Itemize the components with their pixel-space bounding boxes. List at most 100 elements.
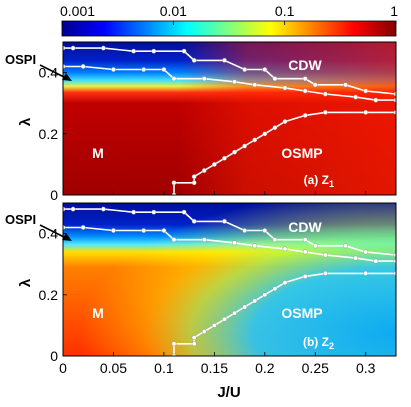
- boundary-point-upper: [222, 57, 227, 63]
- panel-b-ospi-arrow: [39, 224, 72, 241]
- panel-a-region-osmp: OSMP: [281, 145, 322, 161]
- boundary-point-upper: [131, 48, 137, 54]
- panel-a-ylabel: λ: [17, 117, 34, 126]
- boundary-point-lower: [373, 258, 379, 264]
- boundary-point-upper: [312, 82, 318, 88]
- x-tick-label: 0.05: [100, 360, 127, 376]
- panel-b-boundaries: [63, 206, 396, 356]
- boundary-point-lower: [141, 67, 147, 72]
- boundary-point-upper: [343, 243, 348, 249]
- boundary-point-upper: [242, 228, 248, 233]
- boundary-point-upper: [100, 206, 106, 212]
- boundary-point-osmp: [363, 270, 369, 276]
- panel-a-region-m: M: [92, 145, 104, 161]
- boundary-point-lower: [171, 237, 177, 243]
- colorbar-tick-label: 0.01: [160, 3, 187, 19]
- boundary-point-lower: [161, 228, 167, 233]
- colorbar: 0.001 0.01 0.1 1: [60, 3, 398, 37]
- y-tick-label: 0: [50, 348, 58, 364]
- boundary-point-lower: [353, 255, 359, 261]
- boundary-point-lower: [141, 228, 147, 233]
- boundary-point-lower: [322, 252, 328, 258]
- y-tick-label: 0: [50, 187, 58, 203]
- y-tick-label: 0.2: [39, 287, 59, 303]
- boundary-point-osmp: [222, 316, 227, 322]
- x-tick-label: 0.15: [201, 360, 228, 376]
- boundary-point-upper: [262, 228, 268, 233]
- boundary-point-osmp: [191, 180, 197, 186]
- boundary-point-lower: [80, 225, 86, 230]
- boundary-point-lower: [282, 85, 288, 91]
- panel-b-ylabel: λ: [17, 278, 34, 287]
- boundary-point-lower: [161, 67, 167, 72]
- panel-b-heatmap-overlay: [63, 203, 396, 356]
- boundary-point-osmp: [191, 341, 197, 347]
- boundary-point-upper: [262, 67, 268, 72]
- boundary-point-upper: [302, 76, 308, 82]
- colorbar-tick-label: 0.001: [60, 3, 95, 19]
- boundary-point-osmp: [322, 109, 328, 115]
- boundary-point-osmp: [282, 119, 288, 124]
- boundary-point-osmp: [262, 292, 268, 298]
- boundary-point-upper: [242, 67, 248, 72]
- boundary-point-upper: [151, 209, 157, 215]
- x-tick-label: 0.3: [356, 360, 376, 376]
- boundary-point-osmp: [222, 155, 227, 161]
- panel-a-boundaries: [63, 45, 396, 195]
- boundary-point-upper: [191, 218, 197, 224]
- boundary-point-lower: [80, 64, 86, 69]
- boundary-point-lower: [201, 76, 207, 82]
- boundary-point-lower: [373, 97, 379, 103]
- boundary-point-osmp: [232, 310, 237, 316]
- boundary-point-upper: [131, 209, 137, 215]
- panel-a-tag: (a) Z1: [304, 173, 334, 189]
- boundary-point-lower: [232, 79, 237, 85]
- panel-b-region-cdw: CDW: [288, 219, 322, 235]
- boundary-point-lower: [63, 225, 66, 230]
- x-tick-label: 0.2: [255, 360, 275, 376]
- panel-b-x-ticks: 0 0.05 0.1 0.15 0.2 0.25 0.3: [59, 352, 376, 376]
- boundary-point-upper: [151, 48, 157, 54]
- colorbar-tick-label: 1: [390, 3, 398, 19]
- colorbar-tick-label: 0.1: [275, 3, 295, 19]
- boundary-point-upper: [222, 218, 227, 224]
- boundary-point-upper: [191, 57, 197, 63]
- colorbar-gradient: [61, 20, 397, 37]
- boundary-point-osmp: [171, 192, 177, 195]
- panel-a: 0 0.2 0.4 λ CDW M OSMP (a) Z1 OSPI: [5, 41, 397, 203]
- y-tick-label: 0.2: [39, 126, 59, 142]
- panel-b-ospi-label: OSPI: [5, 212, 36, 227]
- boundary-point-lower: [353, 94, 359, 100]
- boundary-point-lower: [322, 91, 328, 97]
- boundary-point-lower: [302, 249, 308, 255]
- phase-boundary-upper: [63, 47, 396, 95]
- panel-a-region-cdw: CDW: [288, 57, 322, 73]
- boundary-point-osmp: [171, 341, 177, 347]
- boundary-point-lower: [63, 64, 66, 69]
- boundary-point-osmp: [201, 168, 207, 173]
- panel-b-xlabel: J/U: [217, 384, 240, 401]
- boundary-point-lower: [171, 76, 177, 82]
- boundary-point-upper: [363, 88, 369, 94]
- boundary-point-osmp: [302, 274, 308, 279]
- x-tick-label: 0.25: [302, 360, 329, 376]
- panel-a-y-ticks: 0 0.2 0.4: [39, 65, 67, 203]
- boundary-point-osmp: [211, 322, 217, 328]
- boundary-point-upper: [70, 206, 76, 212]
- boundary-point-lower: [282, 246, 288, 252]
- boundary-point-upper: [312, 243, 318, 249]
- boundary-point-upper: [100, 45, 106, 51]
- boundary-point-upper: [63, 45, 66, 51]
- x-tick-label: 0.1: [154, 360, 174, 376]
- colorbar-ticks: 0.001 0.01 0.1 1: [60, 3, 398, 25]
- boundary-point-osmp: [242, 304, 248, 310]
- boundary-point-osmp: [272, 286, 278, 292]
- boundary-point-osmp: [191, 174, 197, 180]
- panel-b-region-m: M: [92, 305, 104, 321]
- boundary-point-osmp: [211, 161, 217, 167]
- boundary-point-lower: [302, 88, 308, 94]
- y-tick-label: 0.4: [39, 65, 59, 81]
- boundary-point-osmp: [272, 125, 278, 131]
- phase-boundary-upper: [63, 208, 396, 256]
